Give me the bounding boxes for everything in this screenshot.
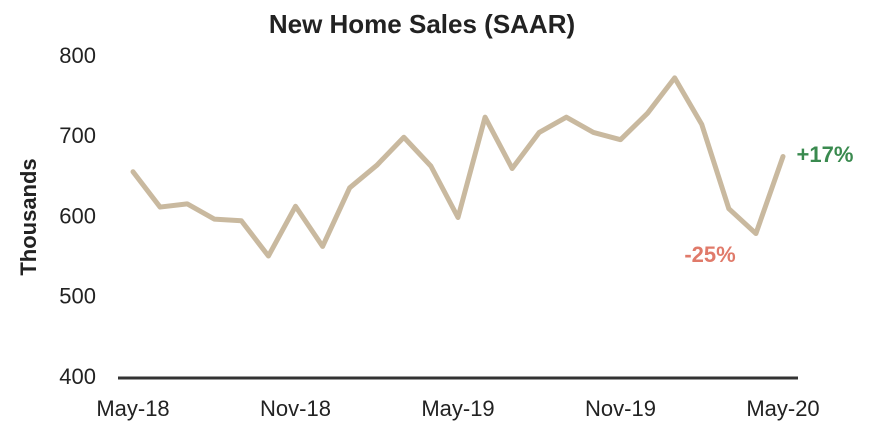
x-tick-label: Nov-19 — [585, 396, 656, 421]
annotation: +17% — [797, 142, 854, 167]
y-axis-label: Thousands — [16, 158, 41, 275]
annotation: -25% — [684, 242, 735, 267]
x-tick-label: May-18 — [96, 396, 169, 421]
x-tick-label: Nov-18 — [260, 396, 331, 421]
y-tick-label: 500 — [59, 284, 96, 309]
x-tick-label: May-20 — [746, 396, 819, 421]
y-tick-label: 800 — [59, 43, 96, 68]
y-tick-label: 400 — [59, 364, 96, 389]
y-tick-label: 600 — [59, 203, 96, 228]
line — [130, 75, 786, 259]
y-tick-label: 700 — [59, 123, 96, 148]
x-tick-label: May-19 — [421, 396, 494, 421]
chart-title: New Home Sales (SAAR) — [269, 9, 575, 39]
